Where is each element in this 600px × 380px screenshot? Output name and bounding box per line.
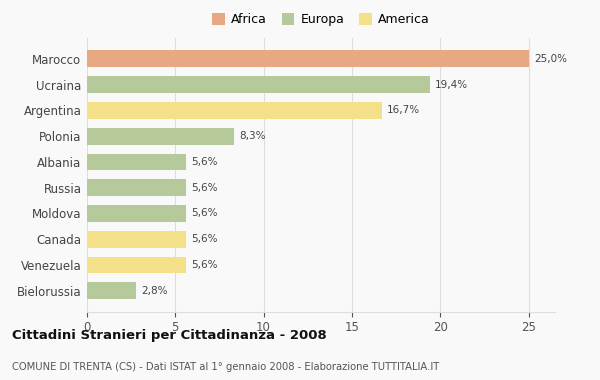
Text: 25,0%: 25,0% [534, 54, 567, 64]
Bar [87, 76, 430, 93]
Bar [87, 205, 186, 222]
Bar [87, 231, 186, 248]
Bar [87, 128, 233, 144]
Bar [87, 102, 382, 119]
Text: 5,6%: 5,6% [191, 183, 218, 193]
Legend: Africa, Europa, America: Africa, Europa, America [212, 13, 430, 26]
Bar [87, 154, 186, 170]
Text: Cittadini Stranieri per Cittadinanza - 2008: Cittadini Stranieri per Cittadinanza - 2… [12, 329, 327, 342]
Text: 8,3%: 8,3% [239, 131, 265, 141]
Text: 19,4%: 19,4% [435, 79, 468, 90]
Bar [87, 282, 136, 299]
Text: 5,6%: 5,6% [191, 157, 218, 167]
Text: 5,6%: 5,6% [191, 209, 218, 218]
Bar [87, 51, 529, 67]
Text: 16,7%: 16,7% [387, 105, 421, 116]
Text: 5,6%: 5,6% [191, 234, 218, 244]
Bar [87, 256, 186, 273]
Text: 5,6%: 5,6% [191, 260, 218, 270]
Text: 2,8%: 2,8% [142, 286, 168, 296]
Bar [87, 179, 186, 196]
Text: COMUNE DI TRENTA (CS) - Dati ISTAT al 1° gennaio 2008 - Elaborazione TUTTITALIA.: COMUNE DI TRENTA (CS) - Dati ISTAT al 1°… [12, 363, 439, 372]
